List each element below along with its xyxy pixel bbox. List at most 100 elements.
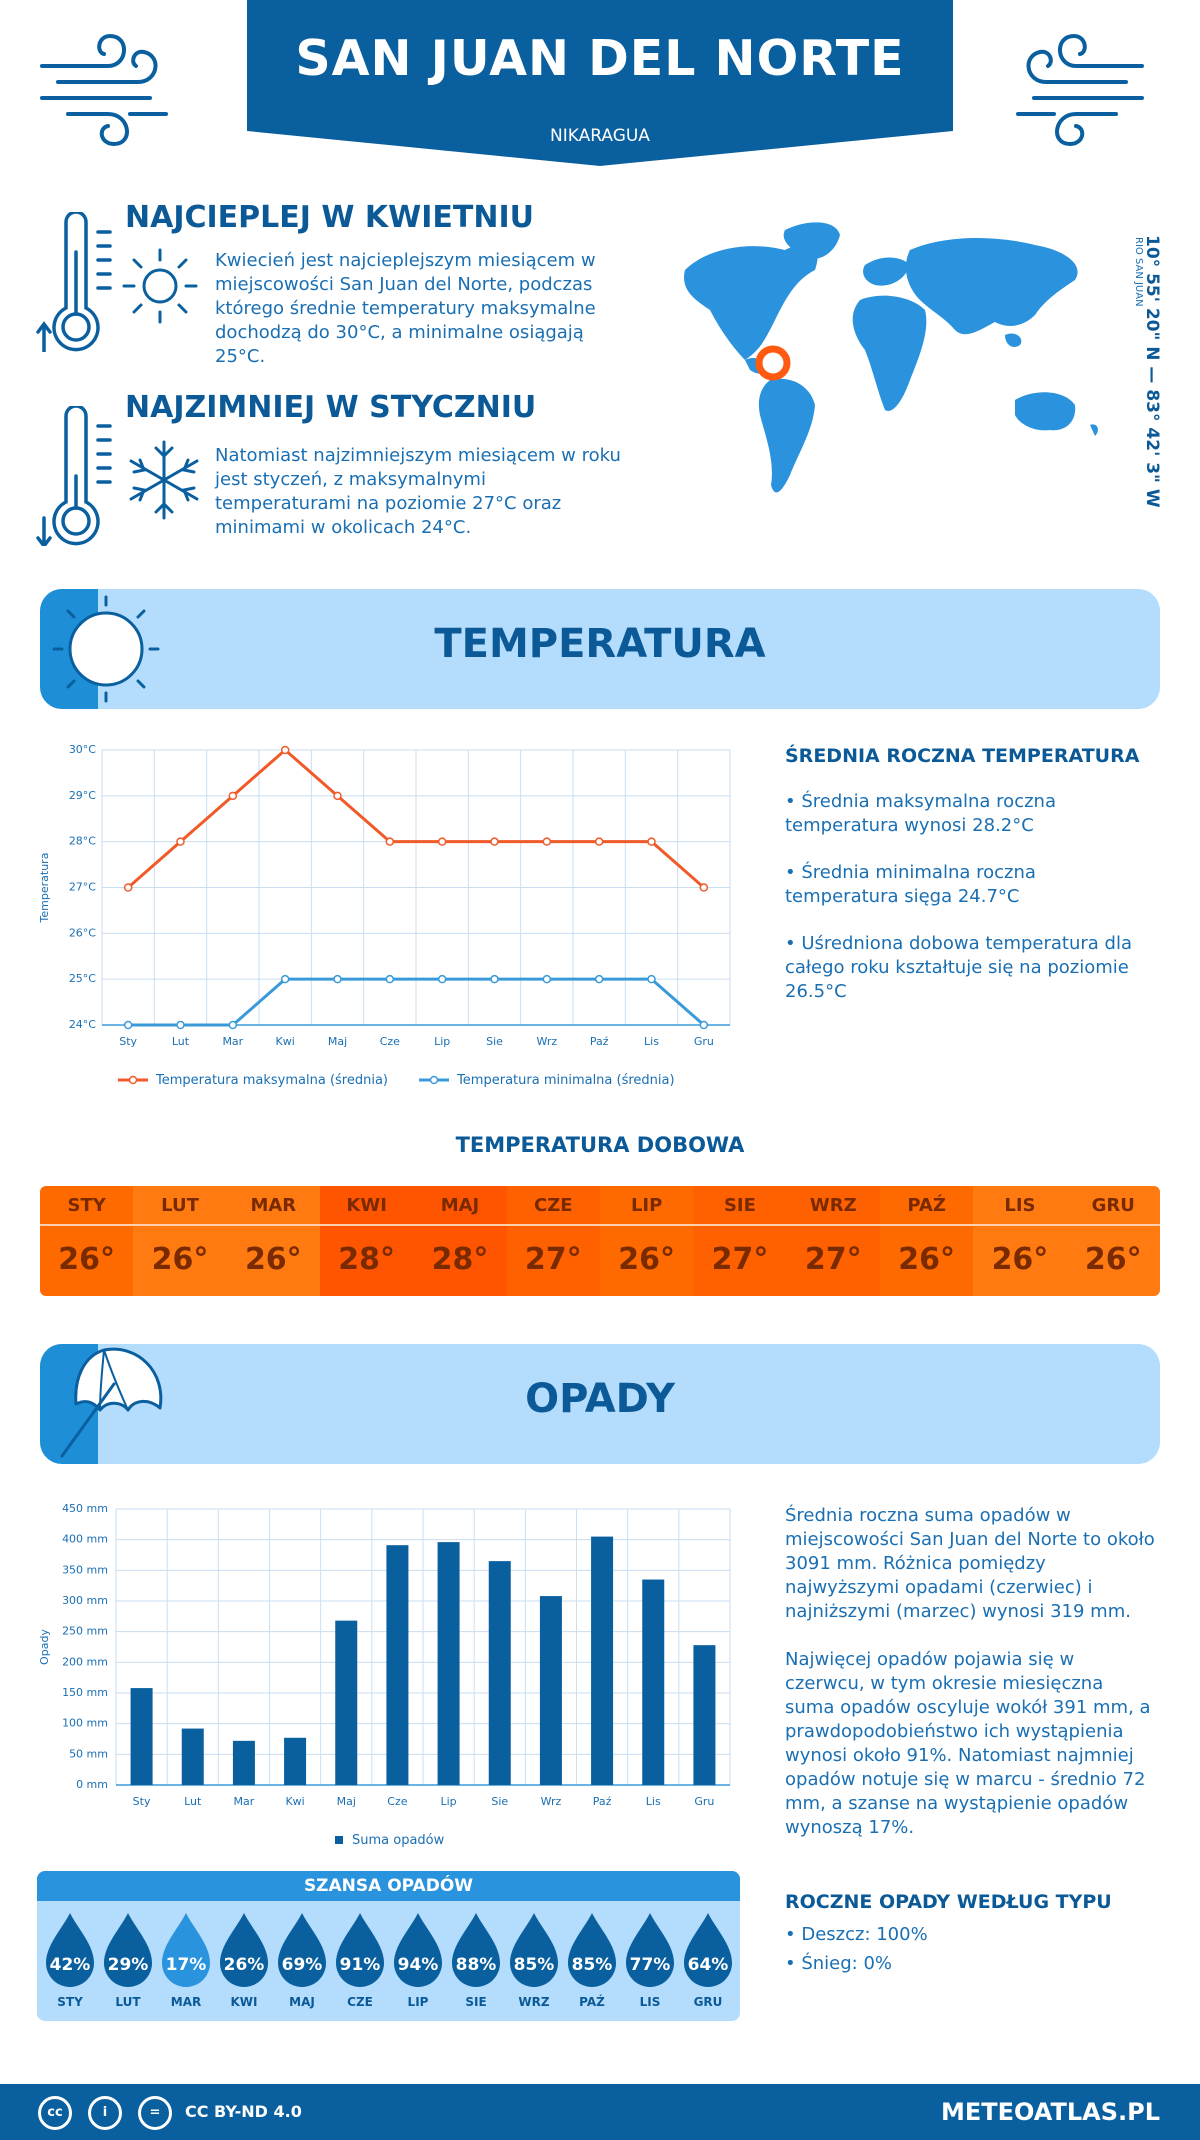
- data-point: [280, 974, 290, 984]
- sun-icon: [52, 595, 160, 703]
- precipitation-chart: 0 mm 50 mm 100 mm 150 mm 200 mm 250 mm 300 mm 3…: [38, 1502, 731, 1808]
- y-axis-label: Opady: [38, 1629, 51, 1665]
- coldest-title: NAJZIMNIEJ W STYCZNIU: [125, 390, 537, 425]
- temperature-chart: 24°C 25°C 26°C 27°C 28°C 29°C 30°C Sty Lut Mar Kwi…: [38, 743, 731, 1048]
- x-tick-label: Cze: [380, 1035, 400, 1048]
- daily-temp-value: 27°: [524, 1242, 582, 1277]
- chance-value: 64%: [687, 1955, 729, 1975]
- site-link[interactable]: METEOATLAS.PL: [940, 2098, 1160, 2126]
- y-tick-label: 0 mm: [76, 1778, 108, 1791]
- bar: [539, 1596, 562, 1785]
- raindrop-icon: [104, 1913, 152, 1987]
- chance-value: 85%: [571, 1955, 613, 1975]
- chance-value: 85%: [513, 1955, 555, 1975]
- data-point: [699, 883, 709, 892]
- daily-temp-value: 26°: [58, 1242, 116, 1277]
- precipitation-drop: 77% LIS: [621, 1911, 679, 2009]
- bar: [693, 1645, 716, 1785]
- temp-summary-title: ŚREDNIA ROCZNA TEMPERATURA: [785, 745, 1140, 767]
- daily-month: LIS: [973, 1186, 1067, 1226]
- country-label: NIKARAGUA: [550, 126, 650, 146]
- temp-summary-avg: • Uśredniona dobowa temperatura dla całe…: [785, 933, 1133, 1002]
- data-point: [594, 837, 604, 846]
- title-banner: SAN JUAN DEL NORTE NIKARAGUA: [247, 0, 953, 166]
- daily-month: KWI: [319, 1186, 414, 1226]
- precipitation-chance-title: SZANSA OPADÓW: [37, 1871, 740, 1901]
- raindrop-icon: [510, 1913, 558, 1987]
- license-text[interactable]: CC BY-ND 4.0: [185, 2102, 302, 2121]
- data-point: [490, 974, 499, 984]
- chance-value: 29%: [107, 1955, 149, 1975]
- temp-summary-max: • Średnia maksymalna roczna temperatura …: [785, 791, 1056, 836]
- data-point: [647, 974, 656, 984]
- legend-max: Temperatura maksymalna (średnia): [118, 1073, 388, 1088]
- snowflake-icon: [129, 440, 199, 520]
- data-point: [123, 883, 133, 892]
- bar: [642, 1579, 665, 1785]
- x-tick-label: Mar: [234, 1795, 255, 1808]
- raindrop-icon: [162, 1913, 210, 1987]
- data-point: [594, 974, 604, 984]
- cc-icon[interactable]: cc: [38, 2096, 72, 2130]
- y-tick-label: 25°C: [69, 972, 96, 985]
- chance-month: LUT: [115, 1995, 141, 2009]
- coordinates: 10° 55' 20" N — 83° 42' 3" W RIO SAN JUA…: [1133, 235, 1176, 508]
- daily-month: GRU: [1066, 1186, 1160, 1226]
- precip-type-rain: • Deszcz: 100%: [785, 1924, 928, 1945]
- daily-temp-value: 28°: [431, 1242, 489, 1277]
- x-tick-label: Lut: [184, 1795, 202, 1808]
- world-map: [684, 222, 1098, 493]
- x-tick-label: Sty: [133, 1795, 151, 1808]
- x-tick-label: Wrz: [541, 1795, 562, 1808]
- chance-month: SIE: [465, 1995, 487, 2009]
- y-tick-label: 400 mm: [62, 1533, 108, 1546]
- daily-temp-value: 27°: [804, 1242, 862, 1277]
- y-tick-label: 29°C: [69, 789, 96, 802]
- raindrop-icon: [278, 1913, 326, 1987]
- daily-column: LIS 26°: [973, 1186, 1067, 1296]
- x-tick-label: Lis: [646, 1795, 661, 1808]
- precipitation-drop: 91% CZE: [331, 1911, 389, 2009]
- attribution-icon[interactable]: i: [88, 2096, 122, 2130]
- y-tick-label: 250 mm: [62, 1625, 108, 1638]
- bar: [130, 1688, 153, 1785]
- chance-value: 77%: [629, 1955, 671, 1975]
- daily-column: LUT 26°: [133, 1186, 227, 1296]
- warmest-title: NAJCIEPLEJ W KWIETNIU: [125, 200, 534, 235]
- temperature-heading: TEMPERATURA: [434, 621, 766, 667]
- umbrella-rain-icon: [60, 1347, 163, 1458]
- raindrop-icon: [336, 1913, 384, 1987]
- daily-month: CZE: [506, 1186, 600, 1226]
- data-point: [228, 1020, 238, 1030]
- x-tick-label: Paź: [590, 1035, 609, 1048]
- data-point: [542, 974, 552, 984]
- wind-icon: [1016, 33, 1144, 147]
- chance-month: WRZ: [518, 1995, 550, 2009]
- x-tick-label: Sie: [491, 1795, 508, 1808]
- precipitation-banner: OPADY: [40, 1344, 1160, 1464]
- coordinates-region: RIO SAN JUAN: [1133, 237, 1144, 307]
- x-tick-label: Paź: [593, 1795, 612, 1808]
- precipitation-heading: OPADY: [525, 1376, 675, 1422]
- wind-icon: [40, 33, 168, 147]
- raindrop-icon: [46, 1913, 94, 1987]
- daily-temp-value: 26°: [898, 1242, 955, 1277]
- x-tick-label: Maj: [337, 1795, 356, 1808]
- bar: [591, 1536, 614, 1785]
- x-tick-label: Cze: [387, 1795, 407, 1808]
- temperature-banner: TEMPERATURA: [40, 589, 1160, 709]
- legend-min: Temperatura minimalna (średnia): [419, 1073, 675, 1088]
- chance-value: 17%: [165, 1955, 207, 1975]
- data-point: [228, 791, 238, 801]
- daily-month: LIP: [599, 1186, 694, 1226]
- precipitation-drop: 64% GRU: [679, 1911, 737, 2009]
- precip-type-snow: • Śnieg: 0%: [785, 1953, 893, 1974]
- x-tick-label: Gru: [694, 1035, 714, 1048]
- daily-column: SIE 27°: [693, 1186, 787, 1296]
- no-derivatives-icon[interactable]: =: [138, 2096, 172, 2130]
- daily-column: CZE 27°: [506, 1186, 600, 1296]
- data-point: [176, 1020, 185, 1030]
- precip-type-title: ROCZNE OPADY WEDŁUG TYPU: [785, 1891, 1112, 1913]
- city-title: SAN JUAN DEL NORTE: [295, 30, 905, 87]
- chance-value: 91%: [339, 1955, 381, 1975]
